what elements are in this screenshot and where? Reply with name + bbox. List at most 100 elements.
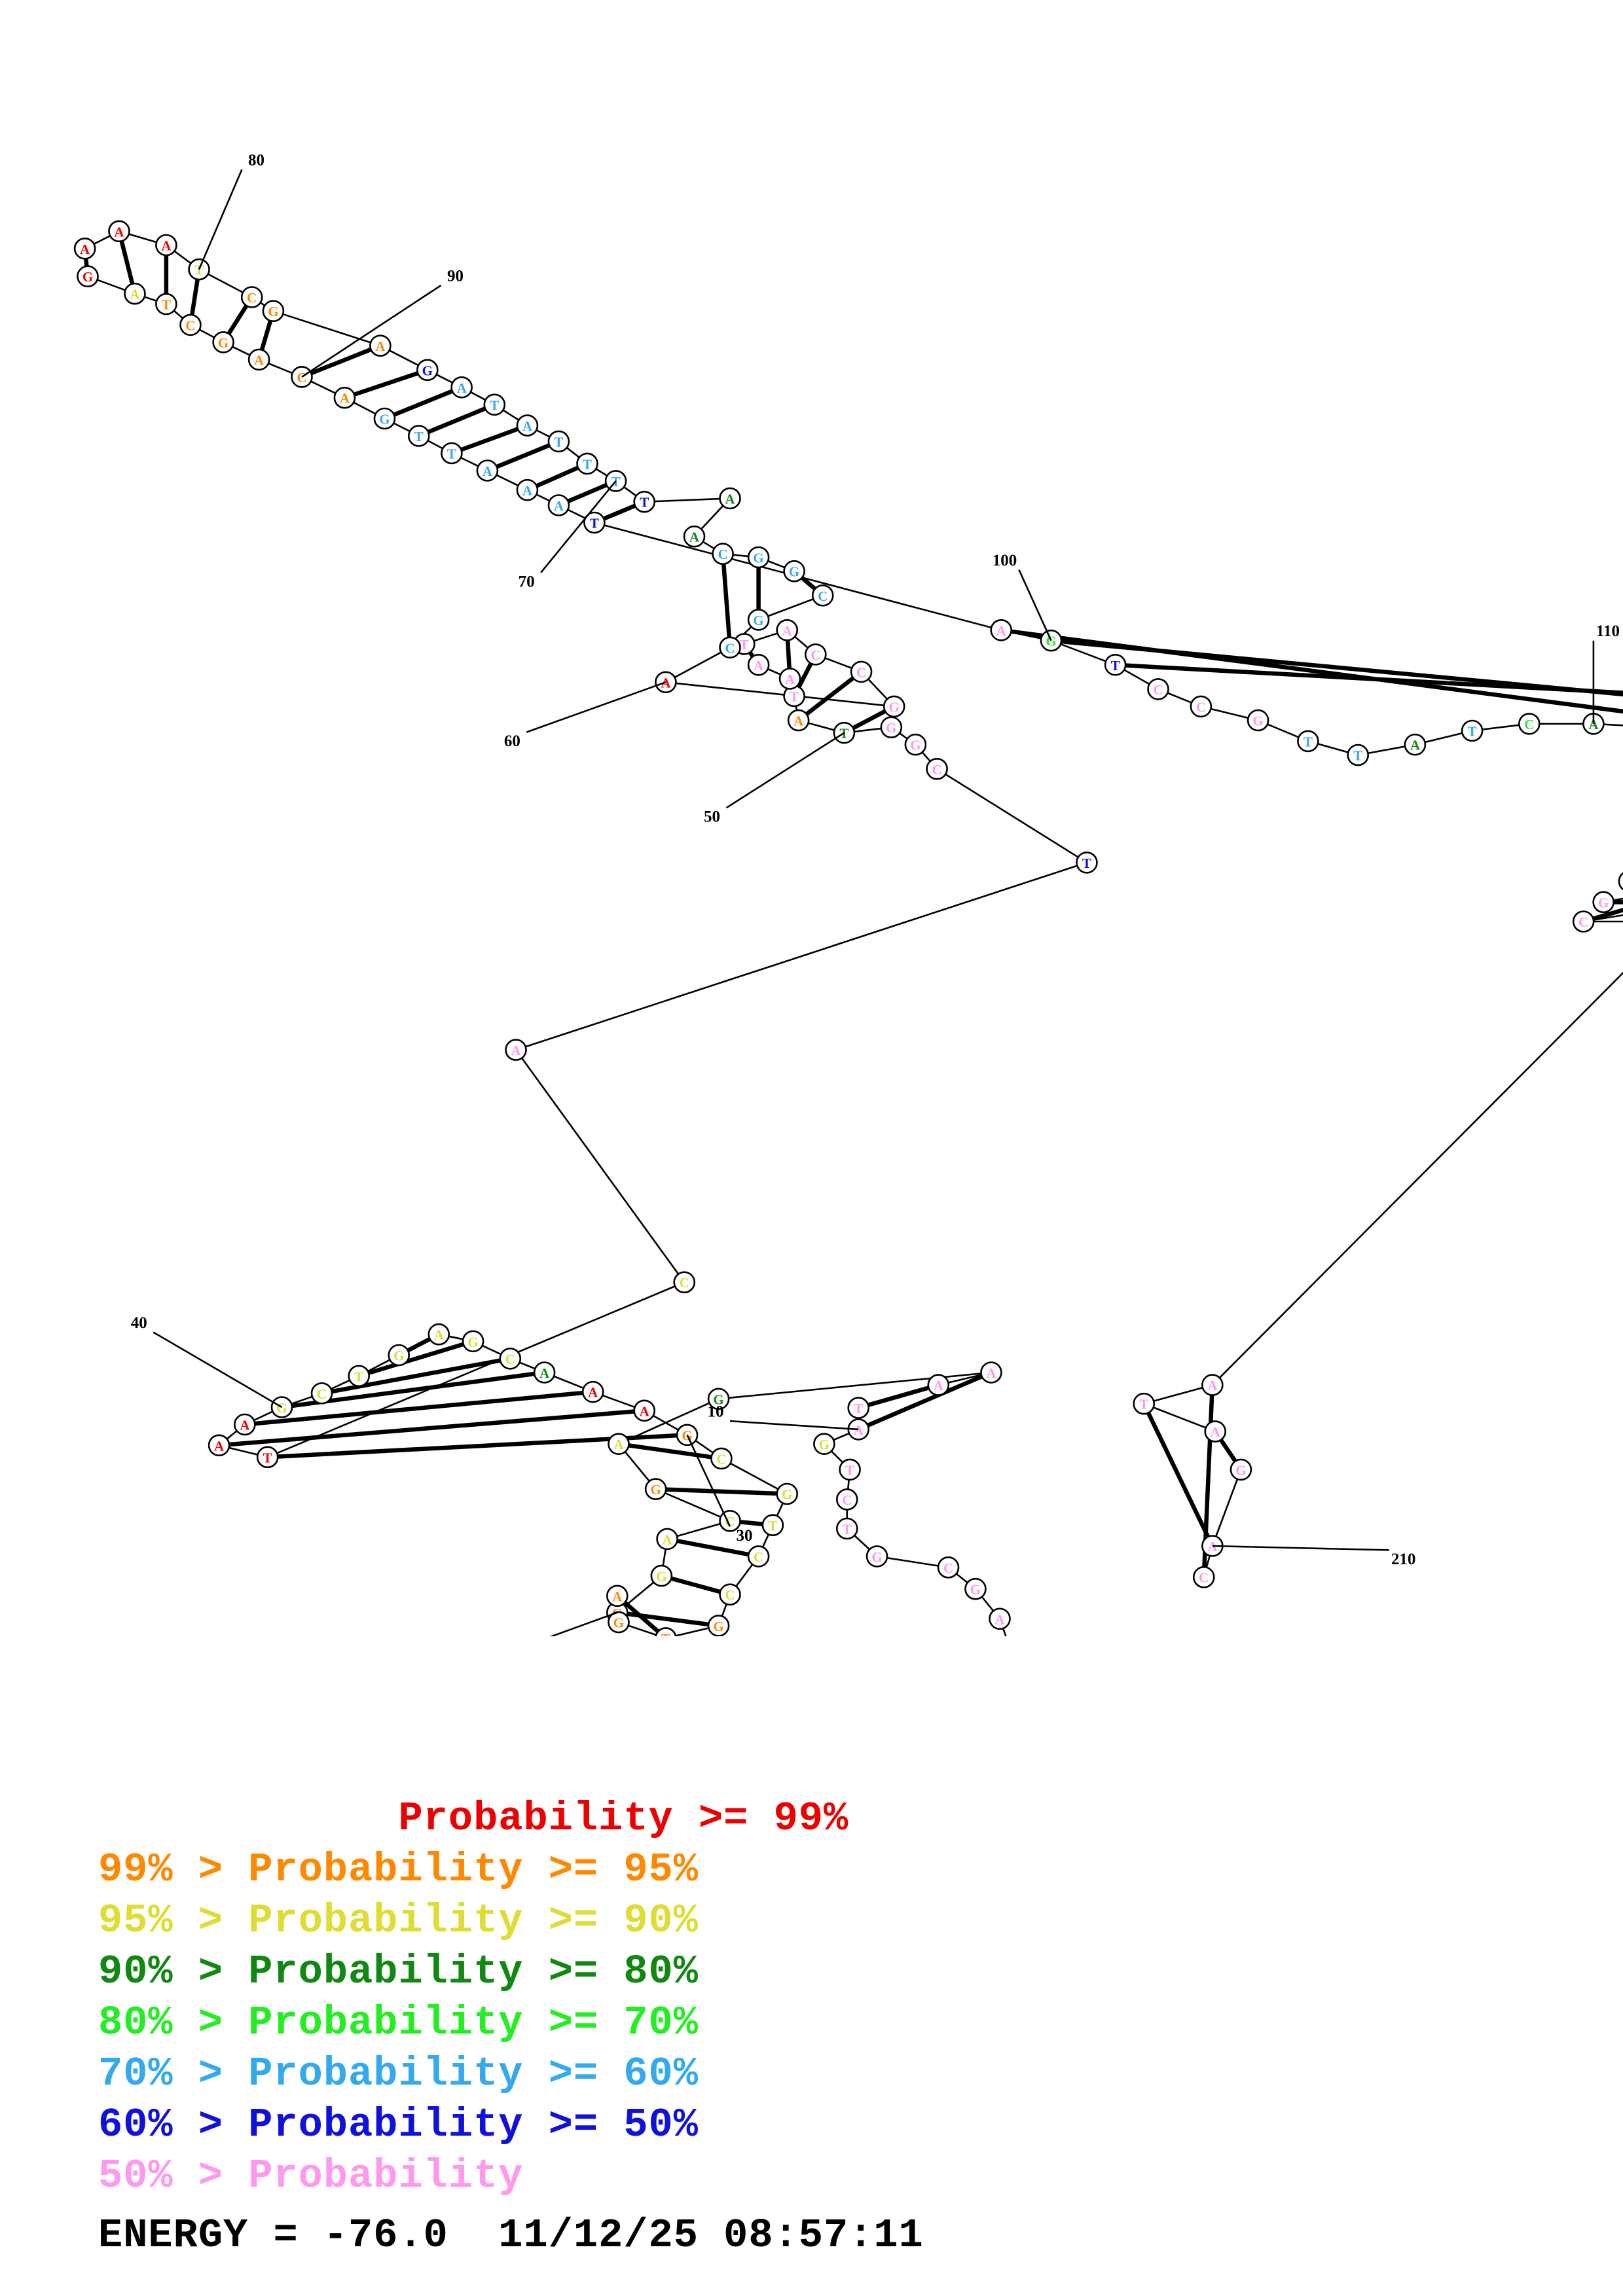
nucleotide-letter: A <box>434 1327 445 1343</box>
nucleotide-letter: C <box>856 664 866 680</box>
nucleotide-circle <box>719 1583 741 1605</box>
nucleotide-54: A <box>747 653 770 676</box>
nucleotide-73: A <box>516 414 539 437</box>
nucleotide-letter: G <box>268 304 278 319</box>
nucleotide-circle <box>1133 1392 1155 1415</box>
backbone-segment <box>1051 639 1116 666</box>
nucleotide-circle <box>778 668 801 690</box>
nucleotide-88: G <box>212 331 234 353</box>
nucleotide-68: A <box>719 487 741 510</box>
base-pair-bond <box>797 670 863 723</box>
nucleotide-letter: T <box>354 1369 363 1384</box>
nucleotide-circle <box>937 1556 960 1579</box>
nucleotide-211: C <box>1192 1566 1215 1588</box>
nucleotide-78: G <box>262 300 285 323</box>
nucleotide-circle <box>926 758 948 780</box>
nucleotide-circle <box>407 425 430 447</box>
nucleotide-circle <box>650 1564 673 1587</box>
nucleotide-letter: C <box>943 1560 953 1576</box>
nucleotide-letter: A <box>522 483 533 499</box>
nucleotide-31: A <box>633 1399 656 1422</box>
nucleotide-circle <box>813 1433 835 1455</box>
base-pair-bond <box>418 403 496 439</box>
nucleotide-49: G <box>880 716 903 738</box>
nucleotide-16: G <box>644 1478 667 1500</box>
nucleotide-letter: C <box>932 762 942 778</box>
backbone-segment <box>721 1458 788 1495</box>
nucleotide-206: A <box>1201 1374 1224 1396</box>
nucleotide-letter: G <box>218 335 228 351</box>
nucleotide-circle <box>1201 1374 1224 1396</box>
nucleotide-letter: C <box>247 290 257 306</box>
position-label-110: 110 <box>1596 622 1620 640</box>
nucleotide-11: T <box>847 1397 869 1419</box>
nucleotide-letter: T <box>414 429 424 444</box>
nucleotide-letter: T <box>843 1522 852 1537</box>
nucleotide-circle <box>644 1478 667 1500</box>
nucleotide-46: T <box>1076 852 1098 874</box>
backbone-segment <box>1211 971 1623 1386</box>
nucleotide-circle <box>1247 709 1269 732</box>
nucleotide-209: G <box>1230 1458 1252 1481</box>
nucleotide-42: A <box>208 1434 230 1457</box>
nucleotide-letter: A <box>854 1422 864 1438</box>
nucleotide-letter: T <box>661 1631 670 1636</box>
position-label-90: 90 <box>447 267 464 285</box>
nucleotide-letter: A <box>996 623 1007 639</box>
base-pair-bond <box>244 1390 594 1427</box>
nucleotide-letter: T <box>194 262 204 278</box>
nucleotide-64: G <box>783 560 805 583</box>
base-pair-bond <box>617 1610 719 1628</box>
nucleotide-letter: T <box>1468 724 1477 740</box>
nucleotide-99: A <box>990 619 1012 641</box>
nucleotide-19: G <box>650 1564 673 1587</box>
nucleotide-36: A <box>428 1323 450 1346</box>
position-leader-line <box>526 681 666 733</box>
nucleotide-circle <box>155 293 177 315</box>
nucleotide-circle <box>388 1344 410 1367</box>
nucleotide-12: A <box>927 1374 950 1396</box>
position-label-30: 30 <box>737 1527 753 1545</box>
nucleotide-208: A <box>1204 1420 1226 1443</box>
backbone-segment <box>1583 914 1623 923</box>
nucleotide-circle <box>980 1361 1002 1384</box>
backbone-segment <box>665 681 894 708</box>
nucleotide-letter: C <box>505 1352 515 1367</box>
nucleotide-circle <box>1204 1420 1226 1443</box>
legend-row-7: 50% > Probability <box>98 2153 524 2199</box>
nucleotide-circle <box>880 716 903 738</box>
nucleotide-letter: A <box>782 623 793 639</box>
nucleotide-letter: A <box>785 672 795 687</box>
nucleotide-letter: G <box>82 269 93 285</box>
nucleotide-circle <box>256 1446 279 1469</box>
nucleotide-circle <box>247 348 270 371</box>
nucleotide-circle <box>333 386 356 409</box>
nucleotide-circle <box>212 331 234 353</box>
nucleotide-circle <box>1518 713 1541 735</box>
base-pair-bond <box>486 439 560 473</box>
nucleotide-circle <box>1147 678 1169 700</box>
nucleotide-letter: G <box>393 1348 404 1364</box>
nucleotide-circle <box>1347 744 1369 766</box>
nucleotide-circle <box>179 314 202 336</box>
backbone-segment <box>655 1488 731 1522</box>
nucleotide-107: A <box>1404 733 1427 756</box>
nucleotide-13: A <box>980 1361 1002 1384</box>
legend-row-0: Probability >= 99% <box>98 1795 849 1842</box>
nucleotide-letter: G <box>886 720 896 736</box>
nucleotide-4: C <box>937 1556 960 1579</box>
nucleotide-61: C <box>719 636 741 659</box>
nucleotide-circle <box>761 1514 784 1536</box>
nucleotide-letter: A <box>130 287 140 302</box>
base-pair-bond <box>1142 1403 1214 1547</box>
base-pair-bond <box>858 1382 939 1410</box>
backbone-segment <box>1143 1384 1213 1405</box>
nucleotide-letter: C <box>754 1549 763 1565</box>
nucleotide-circle <box>787 709 810 732</box>
base-pair-bond <box>450 423 528 456</box>
nucleotide-circle <box>369 334 392 357</box>
nucleotide-79: C <box>240 286 263 308</box>
nucleotide-circle <box>1076 852 1098 874</box>
nucleotide-circle <box>783 560 805 583</box>
position-label-10: 10 <box>708 1403 724 1421</box>
